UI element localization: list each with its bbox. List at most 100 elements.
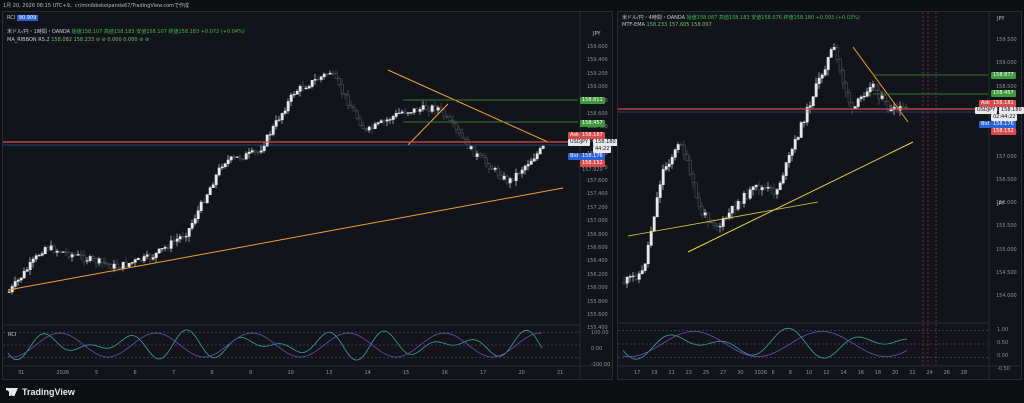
candle-body [646, 244, 650, 264]
candle-body [265, 134, 269, 147]
candle-body [190, 222, 194, 229]
candle-body [43, 247, 47, 255]
last-price-tag: 158.180 [999, 107, 1024, 114]
candle-body [448, 116, 452, 121]
candle-body [232, 156, 236, 158]
right-time-tick-4: 25 [702, 370, 710, 376]
candle-body [241, 158, 245, 160]
candle-body [262, 145, 266, 152]
resistance-trendline [387, 69, 549, 143]
candle-body [886, 101, 890, 112]
candle-body [352, 107, 356, 112]
candle-body [334, 73, 338, 79]
candle-body [139, 258, 143, 262]
candle-body [421, 105, 425, 110]
candle-body [829, 49, 833, 58]
candle-body [505, 175, 509, 184]
ribbon-label: MA_RIBBON R5.2 [7, 37, 50, 43]
candle-body [52, 245, 56, 253]
candle-body [196, 210, 200, 219]
low-tag: 157.920 [580, 167, 605, 174]
right-time-tick-2: 21 [668, 370, 675, 376]
candle-body [301, 86, 305, 90]
candle-body [289, 94, 293, 102]
left-price-tick-6: 158.400 [587, 124, 608, 131]
right-time-tick-7: 2026 [754, 370, 768, 376]
candle-body [865, 91, 869, 97]
candle-body [415, 108, 419, 112]
tradingview-logo[interactable]: TradingView [6, 387, 75, 397]
legend-symbol[interactable]: 米ドル/円・1時間・OANDA 始値158.107 高値158.183 安値15… [7, 29, 245, 35]
candle-body [25, 269, 29, 272]
right-price-tick-10: 154.500 [996, 270, 1017, 276]
candle-body [355, 110, 359, 119]
candle-body [151, 257, 155, 260]
candle-body [373, 123, 377, 129]
tag-resistance-2: 158.457 [580, 120, 605, 127]
right-chart-canvas[interactable] [618, 12, 1021, 379]
candle-body [715, 225, 719, 227]
candle-body [622, 281, 626, 284]
candle-body [214, 174, 218, 186]
last-price-tag: 158.180 [593, 139, 618, 146]
right-chart-pane[interactable]: 米ドル/円・4時間・OANDA 始値158.087 高値158.183 安値15… [617, 11, 1024, 380]
left-price-tick-11: 157.400 [587, 191, 608, 198]
candle-body [445, 116, 449, 118]
ask-price-tag: 158.187 [580, 132, 605, 139]
legend-symbol[interactable]: 米ドル/円・4時間・OANDA 始値158.087 高値158.183 安値15… [622, 15, 860, 21]
left-rci-tick-1: 0.00 [591, 346, 603, 352]
candle-body [307, 86, 311, 89]
tag-resistance-2: 158.457 [991, 90, 1016, 97]
left-time-tick-2: 5 [95, 370, 99, 376]
left-time-tick-12: 17 [480, 370, 487, 376]
candle-body [856, 98, 860, 107]
candle-body [736, 201, 740, 210]
candle-body [745, 193, 749, 199]
candle-body [85, 260, 89, 262]
candle-body [325, 73, 329, 75]
right-price-tick-11: 154.000 [996, 293, 1017, 300]
candle-body [784, 162, 788, 176]
candle-body [304, 87, 308, 90]
candle-body [133, 259, 137, 263]
left-price-tick-19: 155.800 [587, 298, 608, 305]
candle-body [397, 112, 401, 114]
candle-body [298, 86, 302, 92]
candle-body [754, 184, 758, 188]
candle-body [259, 150, 263, 153]
candle-body [664, 166, 668, 170]
right-time-tick-14: 18 [874, 370, 882, 376]
left-chart-pane[interactable]: RCI 90.909 米ドル/円・1時間・OANDA 始値158.107 高値1… [2, 11, 618, 380]
left-chart-canvas[interactable] [3, 12, 612, 379]
candle-body [457, 128, 461, 134]
candle-body [376, 122, 380, 125]
candle-body [268, 134, 272, 136]
candle-body [775, 189, 779, 195]
candle-body [493, 167, 497, 170]
candle-body [460, 132, 464, 139]
legend-ema[interactable]: MTF-EMA 158.233 157.605 158.097 [622, 22, 712, 28]
candle-body [904, 106, 908, 108]
candle-body [7, 291, 11, 293]
right-price-tick-8: 155.500 [996, 223, 1017, 230]
candle-body [712, 222, 716, 227]
legend-ribbon[interactable]: MA_RIBBON R5.2 158.082 158.233 ⊘ ⊘ 0.000… [7, 37, 149, 43]
candle-body [847, 92, 851, 103]
candle-body [229, 156, 233, 161]
candle-body [880, 95, 884, 99]
candle-body [517, 172, 521, 175]
support-trendline [687, 141, 914, 253]
ema-line [627, 201, 819, 237]
countdown-tag: 44:22 [593, 146, 612, 153]
candle-body [868, 86, 872, 93]
tradingview-brand-text: TradingView [22, 387, 75, 397]
right-time-tick-13: 16 [857, 370, 864, 376]
right-time-tick-5: 27 [720, 370, 727, 376]
candle-body [748, 189, 752, 199]
candle-body [763, 187, 767, 189]
rci-line [622, 327, 908, 360]
ohlc-line: 始値158.087 高値158.183 安値158.076 終値158.180 … [686, 15, 860, 21]
candle-body [382, 120, 386, 122]
candle-body [526, 164, 530, 167]
candle-body [361, 125, 365, 130]
